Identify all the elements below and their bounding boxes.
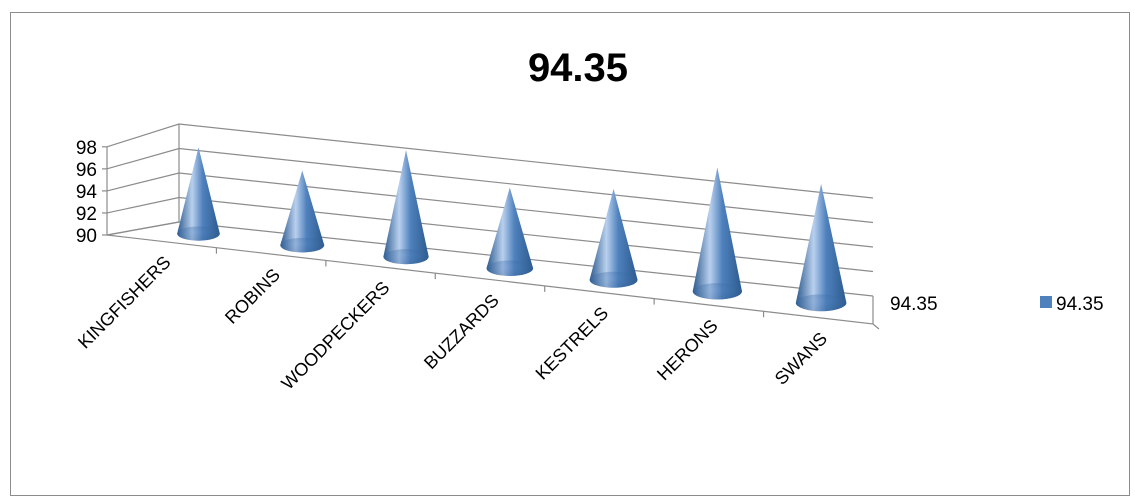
- cone-woodpeckers: [383, 150, 429, 265]
- floor-side-edge: [106, 221, 180, 236]
- x-tick-label: ROBINS: [221, 265, 284, 328]
- cone-swans: [795, 183, 847, 312]
- cone-series: [177, 147, 847, 312]
- cone-base-robins: [280, 237, 325, 253]
- cone-robins: [280, 170, 325, 253]
- y-tick-label: 90: [76, 226, 97, 247]
- grid-layer: [106, 123, 880, 330]
- chart-area: 94.35 90 92 94 96 98 KINGFISHERS ROBINS WOODPE…: [10, 12, 1130, 496]
- y-tick-label: 92: [76, 204, 97, 225]
- cone-base-kingfishers: [177, 226, 220, 241]
- x-tick-label: KINGFISHERS: [74, 252, 174, 352]
- cone-kingfishers: [177, 147, 220, 241]
- depth-tick: [872, 323, 880, 330]
- cone-kestrels: [589, 188, 638, 288]
- y-tick-label: 96: [76, 160, 97, 181]
- x-tick-label: SWANS: [771, 328, 831, 388]
- x-tick-label: BUZZARDS: [420, 290, 503, 373]
- x-tick-label: KESTRELS: [532, 303, 613, 384]
- chart-title: 94.35: [528, 46, 628, 90]
- x-tick-label: WOODPECKERS: [277, 277, 393, 393]
- cone-base-woodpeckers: [383, 249, 429, 265]
- cone-buzzards: [486, 187, 534, 276]
- cone-base-buzzards: [486, 260, 534, 276]
- x-tick-label: HERONS: [653, 316, 722, 385]
- legend-label: 94.35: [1056, 294, 1104, 315]
- cone-herons: [692, 167, 742, 300]
- y-tick-label: 94: [76, 182, 98, 203]
- gridline: [106, 123, 874, 199]
- cone-base-herons: [692, 283, 742, 300]
- depth-axis-label: 94.35: [890, 294, 938, 315]
- cone-base-kestrels: [589, 271, 638, 288]
- legend-swatch: [1040, 296, 1052, 308]
- y-tick-label: 98: [76, 138, 97, 159]
- legend: 94.35: [1040, 294, 1104, 315]
- cone-base-swans: [795, 294, 847, 312]
